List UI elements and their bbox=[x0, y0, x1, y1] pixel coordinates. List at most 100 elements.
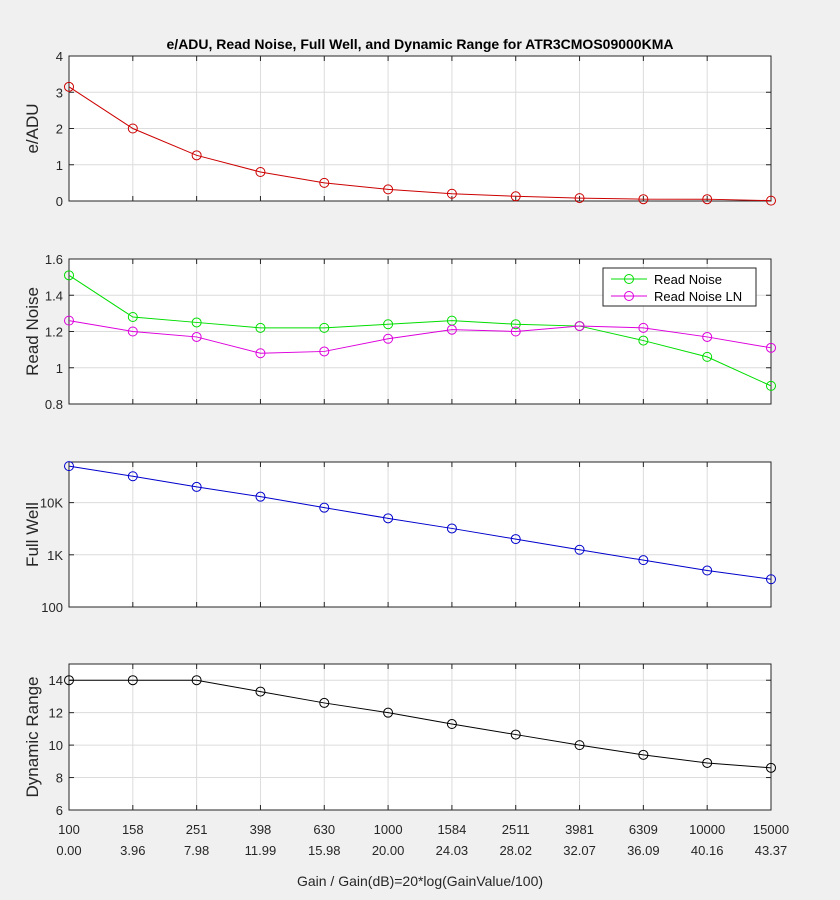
data-point bbox=[638, 194, 649, 205]
data-point bbox=[383, 184, 394, 195]
y-tick-label: 4 bbox=[56, 49, 63, 64]
x-tick-label-gain: 158 bbox=[122, 822, 144, 837]
series-full-well bbox=[64, 461, 776, 585]
data-point bbox=[64, 270, 74, 281]
data-point bbox=[702, 565, 713, 576]
data-point bbox=[255, 348, 266, 359]
y-tick-label: 2 bbox=[56, 122, 63, 137]
series-dynamic-range bbox=[64, 675, 776, 773]
x-tick-label-gain: 630 bbox=[313, 822, 335, 837]
axes-background bbox=[69, 462, 771, 607]
data-point bbox=[446, 324, 457, 335]
data-point bbox=[191, 331, 202, 342]
x-tick-label-gain: 251 bbox=[186, 822, 208, 837]
x-axis-label: Gain / Gain(dB)=20*log(GainValue/100) bbox=[297, 873, 543, 889]
x-tick-labels: 100 0.00 158 3.96 251 7.98 398 11.99 630 15.98 100… bbox=[56, 822, 789, 858]
x-tick-label-gain: 1584 bbox=[437, 822, 466, 837]
y-tick-label: 1.4 bbox=[45, 288, 63, 303]
series-e-adu bbox=[64, 81, 776, 206]
y-tick-label: 1 bbox=[56, 158, 63, 173]
data-point bbox=[766, 574, 776, 585]
data-point bbox=[383, 513, 394, 524]
data-point bbox=[446, 523, 457, 534]
y-tick-label: 1 bbox=[56, 361, 63, 376]
data-point bbox=[191, 317, 202, 328]
data-point bbox=[319, 697, 330, 708]
data-point bbox=[766, 380, 776, 391]
series-line bbox=[68, 465, 772, 580]
data-point bbox=[127, 471, 138, 482]
data-point bbox=[383, 319, 394, 330]
data-point bbox=[64, 461, 74, 472]
series-line bbox=[69, 679, 772, 769]
y-tick-label: 6 bbox=[56, 803, 63, 818]
data-point bbox=[255, 491, 266, 502]
data-point bbox=[64, 675, 74, 686]
series-line bbox=[68, 320, 772, 354]
x-tick-label-db: 28.02 bbox=[499, 843, 532, 858]
legend-entry: Read Noise LN bbox=[654, 289, 742, 304]
legend: Read Noise Read Noise LN bbox=[602, 267, 757, 307]
data-point bbox=[574, 193, 585, 204]
data-point bbox=[638, 335, 649, 346]
subplot-1: 0 1 2 3 4 e/ADU bbox=[23, 49, 776, 209]
axes-frame bbox=[68, 461, 772, 608]
x-tick-label-db: 11.99 bbox=[245, 843, 277, 858]
data-point bbox=[766, 195, 776, 206]
y-tick-label: 10 bbox=[49, 738, 63, 753]
data-point bbox=[766, 342, 776, 353]
x-tick-label-db: 43.37 bbox=[755, 843, 788, 858]
data-point bbox=[319, 322, 330, 333]
y-tick-label: 8 bbox=[56, 771, 63, 786]
data-point bbox=[638, 749, 649, 760]
data-point bbox=[574, 740, 585, 751]
y-axis-label: Full Well bbox=[23, 502, 42, 567]
data-point bbox=[255, 167, 266, 177]
axes-frame bbox=[68, 663, 772, 811]
data-point bbox=[702, 757, 713, 768]
data-point bbox=[127, 123, 138, 134]
series-line bbox=[68, 86, 772, 202]
x-tick-label-db: 20.00 bbox=[372, 843, 405, 858]
data-point bbox=[510, 319, 521, 330]
y-tick-label: 1.6 bbox=[45, 252, 63, 267]
data-point bbox=[766, 762, 776, 773]
data-point bbox=[638, 322, 649, 333]
y-tick-label: 3 bbox=[56, 85, 63, 100]
data-point bbox=[127, 675, 138, 686]
data-point bbox=[574, 544, 585, 555]
axes-background bbox=[69, 664, 771, 810]
data-point bbox=[510, 534, 521, 545]
x-tick-label-gain: 6309 bbox=[629, 822, 658, 837]
data-point bbox=[127, 312, 138, 322]
data-point bbox=[255, 686, 266, 697]
data-point bbox=[383, 333, 394, 344]
subplot-4: 6 8 10 12 14 Dynamic Range bbox=[23, 663, 776, 818]
data-point bbox=[702, 351, 713, 362]
data-point bbox=[446, 188, 457, 199]
chart-title: e/ADU, Read Noise, Full Well, and Dynami… bbox=[167, 36, 674, 52]
x-tick-label-db: 3.96 bbox=[120, 843, 145, 858]
data-point bbox=[191, 150, 202, 161]
x-tick-label-db: 15.98 bbox=[308, 843, 341, 858]
x-tick-label-gain: 398 bbox=[250, 822, 272, 837]
x-tick-label-db: 0.00 bbox=[56, 843, 81, 858]
data-point bbox=[191, 481, 202, 492]
data-point bbox=[702, 194, 713, 205]
data-point bbox=[638, 555, 649, 566]
data-point bbox=[510, 326, 521, 337]
y-tick-label: 0 bbox=[56, 194, 63, 209]
data-point bbox=[510, 191, 521, 202]
x-tick-label-db: 36.09 bbox=[627, 843, 660, 858]
x-tick-label-db: 24.03 bbox=[436, 843, 469, 858]
legend-marker bbox=[624, 291, 634, 301]
series-read-noise-ln bbox=[64, 315, 776, 359]
data-point bbox=[127, 326, 138, 337]
x-tick-label-db: 7.98 bbox=[184, 843, 209, 858]
x-tick-label-gain: 3981 bbox=[565, 822, 594, 837]
x-tick-label-gain: 100 bbox=[58, 822, 80, 837]
y-axis-label: Read Noise bbox=[23, 287, 42, 376]
